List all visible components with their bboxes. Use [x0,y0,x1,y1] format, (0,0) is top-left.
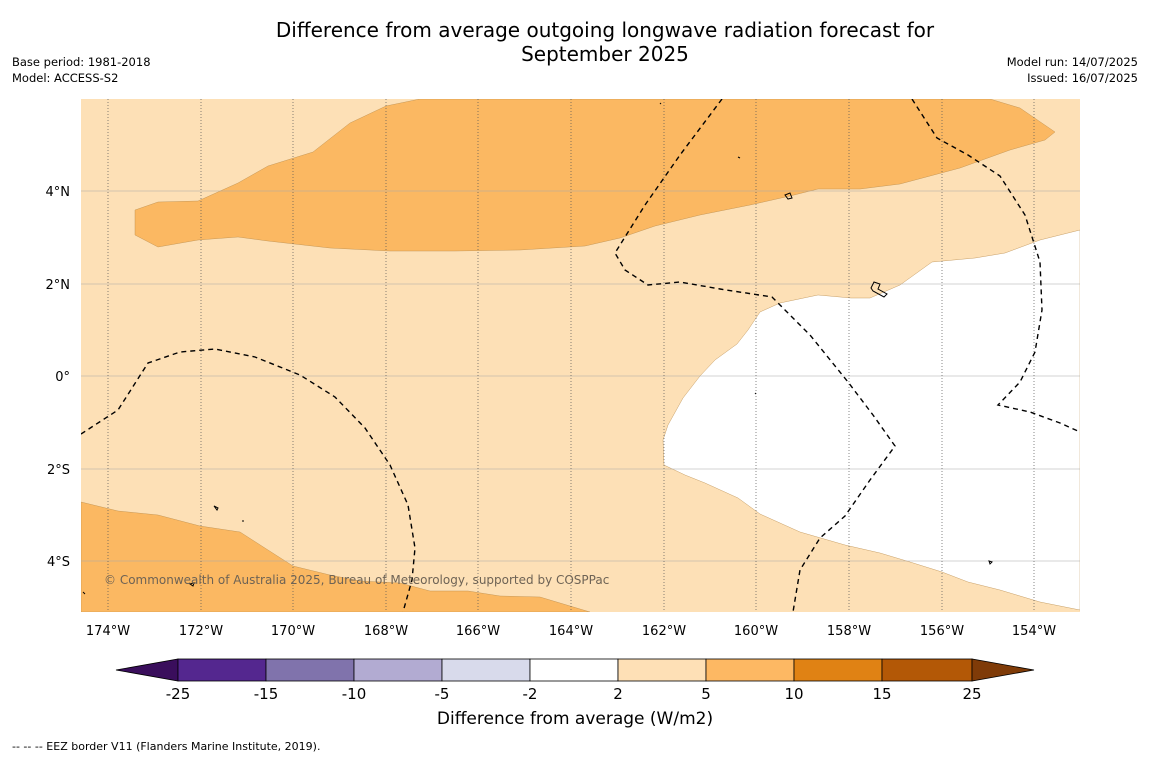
eez-border-line-islands-east [911,99,1080,433]
eez-borders [81,99,1080,612]
info-right: Model run: 14/07/2025 Issued: 16/07/2025 [1007,54,1138,86]
island-outline [988,560,993,565]
colorbar-tick-label: 10 [784,685,803,703]
colorbar-segment [705,658,795,682]
island-outline [188,582,195,587]
colorbar-segment [793,658,883,682]
model-text: Model: ACCESS-S2 [12,71,119,85]
lon-label: 164°W [549,624,593,639]
grid-lines [81,190,1080,562]
lon-label: 174°W [86,624,130,639]
colorbar-segment [265,658,355,682]
islands [82,102,993,595]
lon-label: 154°W [1012,624,1056,639]
lon-label: 158°W [827,624,871,639]
eez-border-line-islands [614,99,896,612]
colorbar-tick-label: -2 [523,685,538,703]
colorbar-tick-label: 5 [701,685,711,703]
island-outline [659,102,662,105]
lat-label: 4°S [47,555,70,570]
colorbar-tick-label: -15 [254,685,279,703]
lat-label: 2°S [47,463,70,478]
lon-label: 160°W [734,624,778,639]
lat-label: 4°N [46,185,71,200]
colorbar-segment [441,658,531,682]
island-outline [784,192,793,200]
lon-label: 168°W [364,624,408,639]
colorbar-segment [353,658,443,682]
lon-label: 166°W [456,624,500,639]
latitude-labels: 4°N 2°N 0° 2°S 4°S [46,185,71,570]
colorbar-arrow-low [115,658,179,682]
band-neutral [662,229,1080,611]
lat-label: 0° [55,370,70,385]
island-outline [213,505,219,511]
map-area: © Commonwealth of Australia 2025, Bureau… [81,99,1080,612]
issued-text: Issued: 16/07/2025 [1027,71,1138,85]
colorbar: -25 -15 -10 -5 -2 2 5 10 15 25 [115,658,1035,703]
lon-label: 172°W [179,624,223,639]
colorbar-tick-label: 15 [872,685,891,703]
colorbar-tick-label: -5 [435,685,450,703]
lat-label: 2°N [46,278,71,293]
colorbar-tick-label: -10 [342,685,367,703]
colorbar-arrow-high [971,658,1035,682]
model-run-text: Model run: 14/07/2025 [1006,55,1138,69]
island-outline [754,392,757,395]
copyright-text: © Commonwealth of Australia 2025, Bureau… [104,573,609,587]
colorbar-tick-label: 25 [962,685,981,703]
island-outline [870,281,888,298]
eez-footnote: -- -- -- EEZ border V11 (Flanders Marine… [12,740,321,753]
colorbar-segment [177,658,267,682]
band-5-to-10-north [134,99,1056,252]
colorbar-segment [529,658,619,682]
island-outline [82,591,86,595]
island-outline [737,156,741,159]
base-period-text: Base period: 1981-2018 [12,55,151,69]
info-left: Base period: 1981-2018 Model: ACCESS-S2 [12,54,151,86]
colorbar-segment [617,658,707,682]
lon-label: 162°W [642,624,686,639]
band-5-to-10-southwest [81,501,591,612]
lon-label: 170°W [271,624,315,639]
chart-title: Difference from average outgoing longwav… [275,18,935,66]
colorbar-tick-label: 2 [613,685,623,703]
colorbar-tick-label: -25 [166,685,191,703]
longitude-labels: 174°W 172°W 170°W 168°W 166°W 164°W 162°… [86,624,1056,639]
colorbar-label: Difference from average (W/m2) [436,709,714,729]
colorbar-segment [881,658,973,682]
lon-label: 156°W [920,624,964,639]
